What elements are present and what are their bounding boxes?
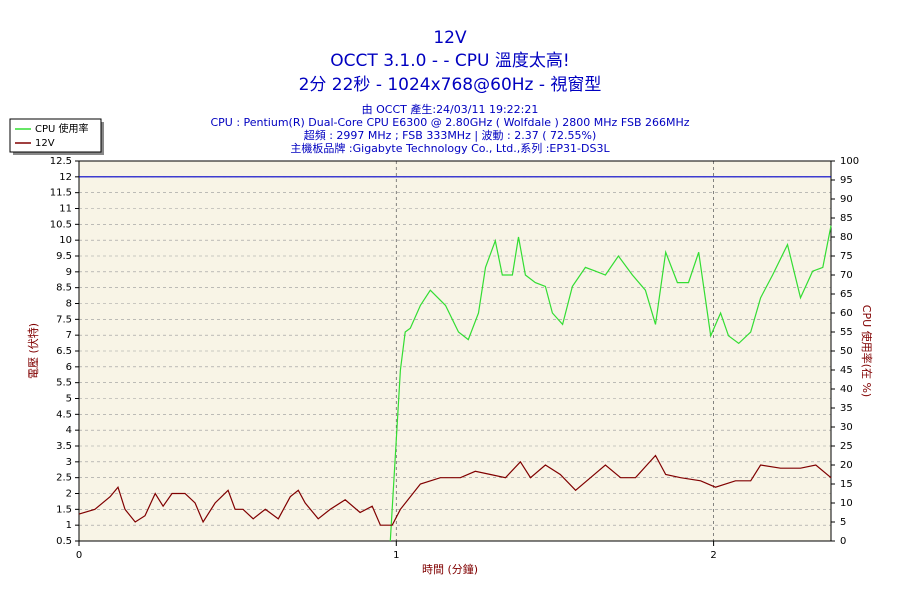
chart-subtitle: OCCT 3.1.0 - - CPU 溫度太高!	[330, 51, 569, 71]
info-line: 超頻 : 2997 MHz ; FSB 333MHz | 波動 : 2.37 (…	[304, 128, 597, 142]
series-line	[389, 225, 832, 542]
y-tick-label: 12.5	[50, 156, 72, 167]
y-tick-label: 5.5	[56, 378, 72, 389]
info-line: 由 OCCT 產生:24/03/11 19:22:21	[362, 102, 539, 116]
y-tick-label: 4	[66, 425, 72, 436]
legend-box	[9, 118, 102, 153]
info-line: CPU : Pentium(R) Dual-Core CPU E6300 @ 2…	[210, 116, 689, 129]
y-tick-label: 11.5	[50, 188, 72, 199]
y2-tick-label: 95	[840, 175, 853, 186]
series-line	[78, 454, 832, 526]
y2-tick-label: 65	[840, 289, 853, 300]
y-tick-label: 4.5	[56, 409, 72, 420]
chart-subtitle: 2分 22秒 - 1024x768@60Hz - 視窗型	[299, 75, 602, 95]
x-tick-label: 0	[76, 550, 82, 561]
y-tick-label: 9	[66, 267, 72, 278]
y2-tick-label: 70	[840, 270, 853, 281]
legend-label: 12V	[35, 138, 55, 149]
y2-tick-label: 25	[840, 441, 853, 452]
chart-title: 12V	[433, 28, 467, 48]
y2-tick-label: 5	[840, 517, 846, 528]
y2-axis-label: CPU 使用率(在 %)	[860, 305, 874, 397]
y-tick-label: 11	[59, 204, 72, 215]
y-tick-label: 5	[66, 394, 72, 405]
y2-tick-label: 80	[840, 232, 853, 243]
y-tick-label: 2	[66, 489, 72, 500]
y-tick-label: 2.5	[56, 473, 72, 484]
y2-tick-label: 75	[840, 251, 853, 262]
plot-border	[78, 160, 832, 542]
y-tick-label: 1.5	[56, 504, 72, 515]
y2-tick-label: 85	[840, 213, 853, 224]
y-tick-label: 1	[66, 520, 72, 531]
y2-tick-label: 90	[840, 194, 853, 205]
y-tick-label: 6	[66, 362, 72, 373]
y-tick-label: 8	[66, 299, 72, 310]
y2-tick-label: 100	[840, 156, 859, 167]
y-tick-label: 10.5	[50, 219, 72, 230]
y-tick-label: 0.5	[56, 536, 72, 547]
y-tick-label: 7.5	[56, 314, 72, 325]
x-tick-label: 2	[710, 550, 716, 561]
legend-label: CPU 使用率	[35, 122, 89, 135]
y2-tick-label: 0	[840, 536, 846, 547]
y-axis-label: 電壓 (伏特)	[26, 323, 40, 379]
y-tick-label: 7	[66, 330, 72, 341]
y2-tick-label: 30	[840, 422, 853, 433]
x-tick-label: 1	[393, 550, 399, 561]
y2-tick-label: 15	[840, 479, 853, 490]
legend: CPU 使用率 12V	[9, 118, 104, 155]
y-tick-label: 3.5	[56, 441, 72, 452]
y2-tick-label: 50	[840, 346, 853, 357]
y-tick-label: 9.5	[56, 251, 72, 262]
y2-tick-label: 35	[840, 403, 853, 414]
x-axis-label: 時間 (分鐘)	[422, 562, 478, 576]
y-tick-label: 10	[59, 235, 72, 246]
y-tick-label: 12	[59, 172, 72, 183]
y2-tick-label: 10	[840, 498, 853, 509]
y2-tick-label: 60	[840, 308, 853, 319]
y-tick-label: 8.5	[56, 283, 72, 294]
y-tick-label: 3	[66, 457, 72, 468]
y2-tick-label: 45	[840, 365, 853, 376]
info-line: 主機板品牌 :Gigabyte Technology Co., Ltd.,系列 …	[290, 141, 610, 155]
y2-tick-label: 40	[840, 384, 853, 395]
y2-tick-label: 55	[840, 327, 853, 338]
y-tick-label: 6.5	[56, 346, 72, 357]
y2-tick-label: 20	[840, 460, 853, 471]
plot-area	[79, 161, 831, 541]
